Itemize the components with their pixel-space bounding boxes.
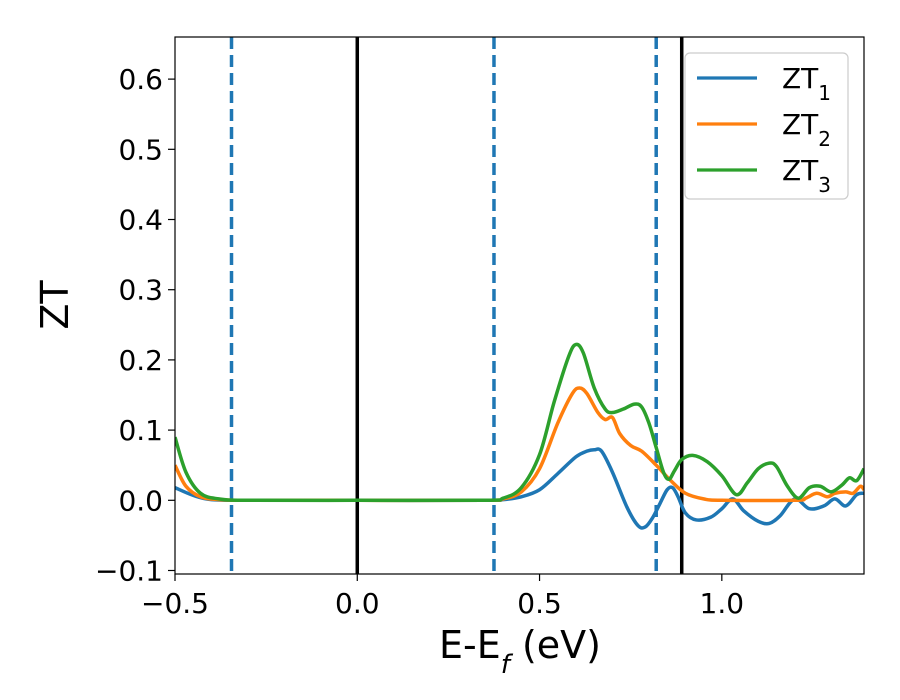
y-tick-label-6: 0.5 xyxy=(118,133,163,166)
legend-box xyxy=(684,52,849,200)
y-tick-label-3: 0.2 xyxy=(118,344,163,377)
x-tick-label-1: 0.0 xyxy=(335,587,380,620)
x-tick-label-2: 0.5 xyxy=(517,587,562,620)
axes-frame xyxy=(174,36,865,575)
series-line-zt3 xyxy=(175,342,864,503)
legend-label-zt2: ZT2 xyxy=(782,108,831,151)
y-tick-label-1: 0.0 xyxy=(118,484,163,517)
y-tick-label-0: −0.1 xyxy=(95,554,163,587)
plot-area xyxy=(175,37,864,574)
y-tick-label-4: 0.3 xyxy=(118,274,163,307)
x-axis-ticks: −0.5 0.0 0.5 1.0 xyxy=(141,574,744,620)
plot-content xyxy=(175,37,864,574)
y-tick-label-7: 0.6 xyxy=(118,63,163,96)
x-tick-label-0: −0.5 xyxy=(141,587,209,620)
legend: ZT1 ZT2 ZT3 xyxy=(684,52,849,200)
y-tick-label-5: 0.4 xyxy=(118,204,163,237)
legend-label-zt3: ZT3 xyxy=(782,154,831,197)
y-axis-label: ZT xyxy=(33,280,77,330)
legend-label-zt1: ZT1 xyxy=(782,62,831,105)
y-axis-ticks: −0.1 0.0 0.1 0.2 0.3 0.4 0.5 0.6 xyxy=(95,63,175,587)
x-axis-label: E-Ef (eV) xyxy=(439,623,601,680)
y-tick-label-2: 0.1 xyxy=(118,414,163,447)
x-tick-label-3: 1.0 xyxy=(700,587,745,620)
